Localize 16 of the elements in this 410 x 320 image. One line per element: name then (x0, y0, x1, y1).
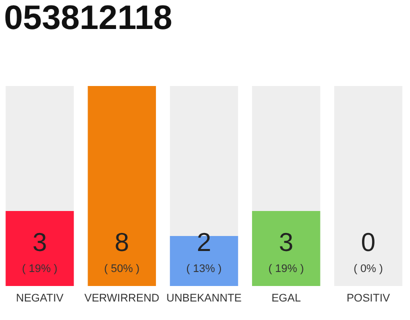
data-label: 0 (361, 227, 376, 257)
x-tick-label: EGAL (271, 292, 301, 304)
x-tick-label: VERWIRREND (84, 292, 160, 304)
data-label: 3 (32, 227, 47, 257)
annotation: ( 13% ) (186, 263, 222, 275)
data-label: 8 (114, 227, 130, 257)
data-label: 3 (278, 227, 294, 257)
annotation: ( 50% ) (104, 263, 140, 275)
x-tick-label: NEGATIV (16, 292, 64, 304)
chart-title: 053812118 (4, 0, 172, 37)
annotation: ( 19% ) (268, 263, 304, 275)
x-tick-label: POSITIV (346, 292, 391, 304)
x-tick-label: UNBEKANNTE (166, 292, 242, 304)
data-label: 2 (196, 227, 212, 257)
annotation: ( 19% ) (22, 263, 58, 275)
annotation: ( 0% ) (354, 263, 383, 275)
